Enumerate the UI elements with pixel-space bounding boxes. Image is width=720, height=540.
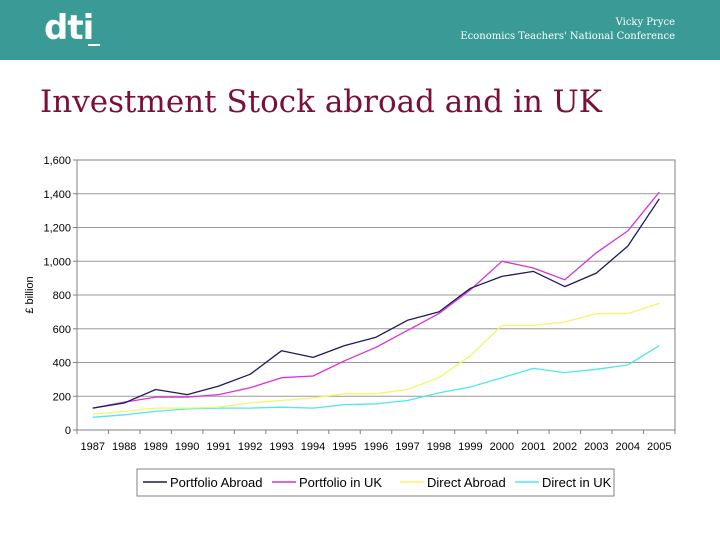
y-axis-ticks: 0 200 400 600 800 1,000 1,200 1,400 1,600 (43, 155, 77, 437)
y-tick-label: 1,000 (43, 256, 71, 268)
y-tick-label: 400 (53, 358, 71, 370)
legend-entry: Portfolio in UK (299, 475, 382, 490)
x-tick-label: 1995 (332, 441, 356, 453)
legend-entry: Direct Abroad (427, 475, 506, 490)
series-line-portfolio-abroad (92, 198, 660, 409)
x-tick-label: 2004 (616, 441, 640, 453)
x-tick-label: 1993 (269, 441, 293, 453)
chart-series (92, 191, 660, 418)
y-axis-label: £ billion (24, 276, 36, 313)
slide-header: dti Vicky Pryce Economics Teachers' Nati… (0, 0, 720, 60)
slide-title: Investment Stock abroad and in UK (40, 84, 602, 120)
x-tick-label: 1987 (80, 441, 104, 453)
series-line-direct-in-uk (92, 345, 660, 418)
y-tick-label: 200 (53, 391, 71, 403)
chart-grid (77, 159, 675, 431)
x-tick-label: 2001 (521, 441, 545, 453)
x-tick-label: 1991 (206, 441, 230, 453)
y-tick-label: 1,400 (43, 189, 71, 201)
x-tick-label: 1996 (364, 441, 388, 453)
chart-legend: Portfolio Abroad Portfolio in UK Direct Ab… (136, 468, 615, 497)
x-tick-label: 1998 (427, 441, 451, 453)
presenter-name: Vicky Pryce (615, 17, 675, 28)
presenter-info: Vicky Pryce Economics Teachers' National… (460, 16, 675, 44)
y-tick-label: 800 (53, 290, 71, 302)
y-tick-label: 1,600 (43, 155, 71, 167)
x-tick-label: 1994 (301, 441, 325, 453)
x-tick-label: 1988 (112, 441, 136, 453)
event-name: Economics Teachers' National Conference (460, 31, 675, 42)
x-tick-label: 1989 (143, 441, 167, 453)
series-line-direct-abroad (92, 302, 660, 415)
x-axis-ticks: 1987 1988 1989 1990 1991 1992 1993 1994 1995 1996… (76, 430, 676, 453)
y-tick-label: 600 (53, 324, 71, 336)
x-tick-label: 1999 (458, 441, 482, 453)
x-tick-label: 2005 (647, 441, 671, 453)
logo-underline (88, 44, 100, 46)
y-tick-label: 0 (65, 425, 71, 437)
x-tick-label: 1990 (175, 441, 199, 453)
legend-entry: Portfolio Abroad (170, 475, 263, 490)
x-tick-label: 1992 (238, 441, 262, 453)
y-tick-label: 1,200 (43, 223, 71, 235)
series-line-portfolio-in-uk (92, 191, 660, 409)
x-tick-label: 1997 (395, 441, 419, 453)
legend-entry: Direct in UK (542, 475, 612, 490)
x-tick-label: 2003 (584, 441, 608, 453)
x-tick-label: 2002 (553, 441, 577, 453)
x-tick-label: 2000 (490, 441, 514, 453)
dti-logo: dti (44, 8, 94, 48)
